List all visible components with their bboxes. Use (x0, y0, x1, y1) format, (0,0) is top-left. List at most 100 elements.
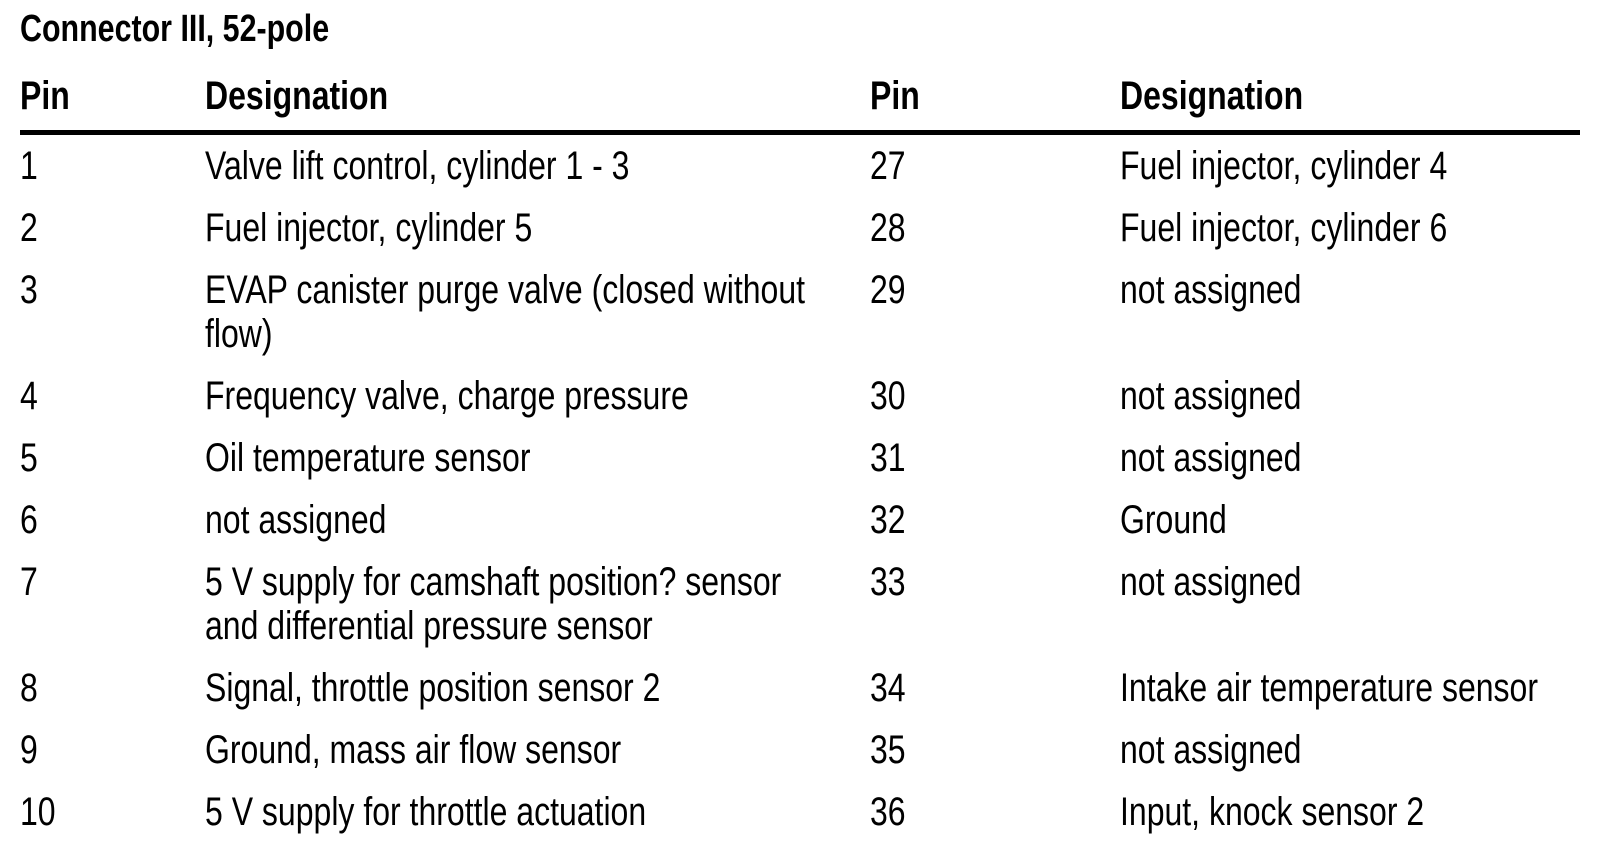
pin-cell: 35 (870, 719, 1120, 781)
designation-cell: Intake air temperature sensor (1120, 657, 1580, 719)
table-row: 10 5 V supply for throttle actuation 36 Inp… (20, 781, 1580, 843)
designation-cell: 5 V supply for camshaft position? sensor… (205, 551, 870, 657)
pin-cell-text: 2 (20, 206, 38, 250)
pin-cell-text: 36 (870, 790, 906, 834)
designation-cell-text: Ground, mass air flow sensor (205, 728, 622, 772)
pin-cell: 33 (870, 551, 1120, 657)
pin-cell-text: 9 (20, 728, 38, 772)
designation-cell: Fuel injector, cylinder 6 (1120, 197, 1580, 259)
pin-cell: 31 (870, 427, 1120, 489)
pin-cell: 29 (870, 259, 1120, 365)
designation-cell: Signal, throttle position sensor 2 (205, 657, 870, 719)
table-row: 4 Frequency valve, charge pressure 30 not a… (20, 365, 1580, 427)
pin-cell: 3 (20, 259, 205, 365)
designation-cell-text: not assigned (1120, 268, 1302, 312)
pin-cell-text: 35 (870, 728, 906, 772)
designation-cell-text: Input, knock sensor 2 (1120, 790, 1425, 834)
designation-cell-text: not assigned (1120, 560, 1302, 604)
pin-table: Pin Designation Pin Designation 1 Valve l… (20, 50, 1580, 843)
pin-cell: 36 (870, 781, 1120, 843)
table-row: 6 not assigned 32 Ground (20, 489, 1580, 551)
table-row: 7 5 V supply for camshaft position? senso… (20, 551, 1580, 657)
pin-cell-text: 4 (20, 374, 38, 418)
pin-cell-text: 30 (870, 374, 906, 418)
pin-left-header-text: Pin (20, 74, 70, 118)
pin-cell: 30 (870, 365, 1120, 427)
pin-cell-text: 5 (20, 436, 38, 480)
pin-cell-text: 34 (870, 666, 906, 710)
header-row: Pin Designation Pin Designation (20, 50, 1580, 133)
pin-cell: 6 (20, 489, 205, 551)
designation-cell: Ground, mass air flow sensor (205, 719, 870, 781)
designation-cell: EVAP canister purge valve (closed withou… (205, 259, 870, 365)
designation-right-header: Designation (1120, 50, 1580, 133)
pin-cell-text: 29 (870, 268, 906, 312)
designation-cell: not assigned (1120, 365, 1580, 427)
designation-cell-text: Fuel injector, cylinder 4 (1120, 144, 1448, 188)
pin-cell-text: 28 (870, 206, 906, 250)
designation-cell: Frequency valve, charge pressure (205, 365, 870, 427)
designation-cell-text: not assigned (205, 498, 387, 542)
table-row: 8 Signal, throttle position sensor 2 34 Int… (20, 657, 1580, 719)
table-row: 2 Fuel injector, cylinder 5 28 Fuel injecto… (20, 197, 1580, 259)
table-row: 3 EVAP canister purge valve (closed witho… (20, 259, 1580, 365)
pin-cell: 27 (870, 133, 1120, 198)
pin-cell-text: 3 (20, 268, 38, 312)
pin-cell: 4 (20, 365, 205, 427)
page-title: Connector III, 52-pole (20, 8, 1600, 50)
designation-left-header-text: Designation (205, 74, 389, 118)
designation-cell: not assigned (1120, 259, 1580, 365)
pin-cell-text: 7 (20, 560, 38, 604)
designation-cell: not assigned (205, 489, 870, 551)
pin-cell-text: 27 (870, 144, 906, 188)
page-title-text: Connector III, 52-pole (20, 8, 330, 50)
pin-cell-text: 32 (870, 498, 906, 542)
pin-table-body: 1 Valve lift control, cylinder 1 - 3 27 Fue… (20, 133, 1580, 844)
designation-cell: Fuel injector, cylinder 5 (205, 197, 870, 259)
designation-cell: Ground (1120, 489, 1580, 551)
pin-cell: 5 (20, 427, 205, 489)
designation-cell-text: Valve lift control, cylinder 1 - 3 (205, 144, 630, 188)
designation-cell-text: Oil temperature sensor (205, 436, 531, 480)
pin-cell: 10 (20, 781, 205, 843)
designation-cell: Oil temperature sensor (205, 427, 870, 489)
designation-left-header: Designation (205, 50, 870, 133)
designation-cell-text: 5 V supply for camshaft position? sensor… (205, 560, 782, 648)
pin-left-header: Pin (20, 50, 205, 133)
pin-cell-text: 31 (870, 436, 906, 480)
designation-cell: Fuel injector, cylinder 4 (1120, 133, 1580, 198)
designation-cell: Valve lift control, cylinder 1 - 3 (205, 133, 870, 198)
pin-table-header: Pin Designation Pin Designation (20, 50, 1580, 133)
designation-cell-text: Fuel injector, cylinder 5 (205, 206, 533, 250)
designation-cell-text: 5 V supply for throttle actuation (205, 790, 647, 834)
pin-cell: 34 (870, 657, 1120, 719)
designation-cell-text: EVAP canister purge valve (closed withou… (205, 268, 806, 356)
pin-cell-text: 8 (20, 666, 38, 710)
pin-cell-text: 6 (20, 498, 38, 542)
pin-right-header-text: Pin (870, 74, 920, 118)
pin-cell-text: 33 (870, 560, 906, 604)
designation-cell-text: not assigned (1120, 374, 1302, 418)
designation-cell-text: Ground (1120, 498, 1227, 542)
pin-cell-text: 10 (20, 790, 56, 834)
pin-cell: 32 (870, 489, 1120, 551)
table-row: 9 Ground, mass air flow sensor 35 not assig… (20, 719, 1580, 781)
pin-cell-text: 1 (20, 144, 38, 188)
designation-cell: Input, knock sensor 2 (1120, 781, 1580, 843)
designation-cell-text: Signal, throttle position sensor 2 (205, 666, 661, 710)
table-row: 5 Oil temperature sensor 31 not assigned (20, 427, 1580, 489)
designation-cell-text: not assigned (1120, 436, 1302, 480)
pin-cell: 1 (20, 133, 205, 198)
designation-cell-text: not assigned (1120, 728, 1302, 772)
pin-right-header: Pin (870, 50, 1120, 133)
pin-cell: 28 (870, 197, 1120, 259)
pin-cell: 2 (20, 197, 205, 259)
pin-cell: 8 (20, 657, 205, 719)
table-row: 1 Valve lift control, cylinder 1 - 3 27 Fue… (20, 133, 1580, 198)
designation-right-header-text: Designation (1120, 74, 1304, 118)
pin-cell: 7 (20, 551, 205, 657)
designation-cell: not assigned (1120, 719, 1580, 781)
designation-cell-text: Intake air temperature sensor (1120, 666, 1538, 710)
designation-cell-text: Fuel injector, cylinder 6 (1120, 206, 1448, 250)
